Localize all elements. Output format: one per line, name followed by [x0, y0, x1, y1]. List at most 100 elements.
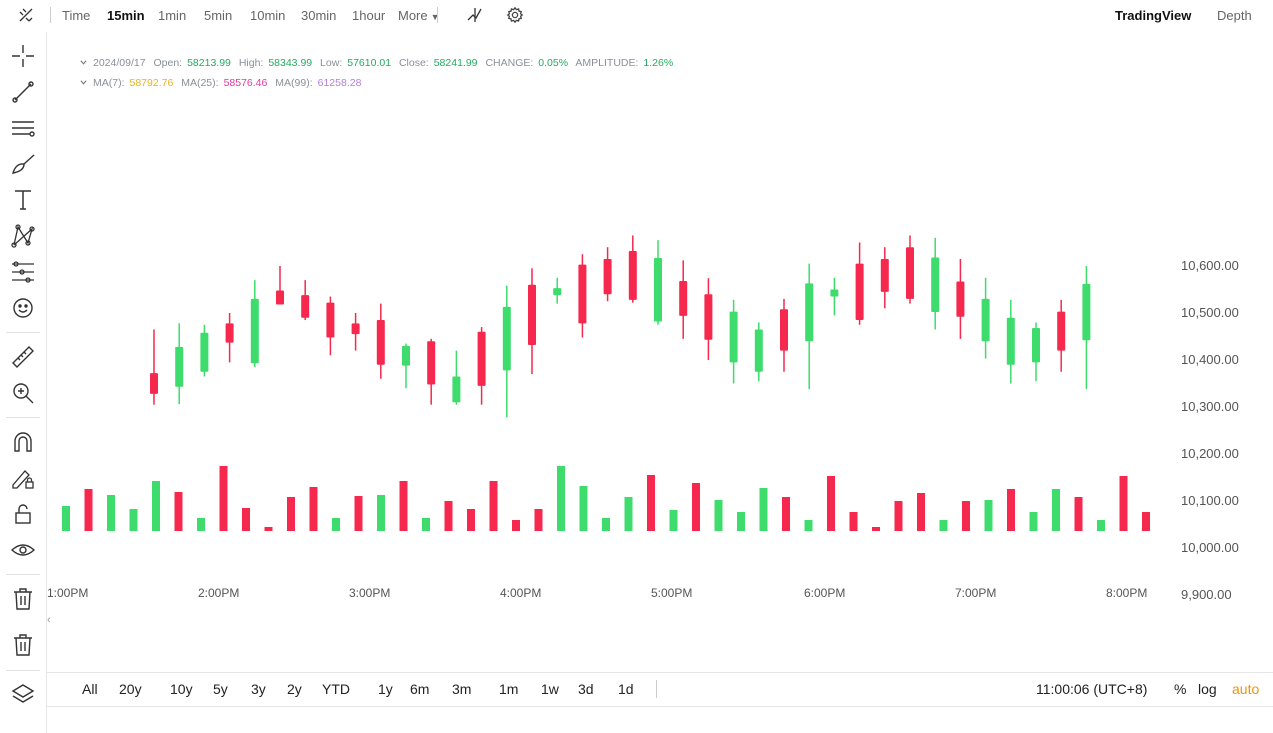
- toolbar-divider: [6, 417, 40, 418]
- interval-15min[interactable]: 15min: [107, 8, 145, 23]
- candle-body[interactable]: [301, 295, 310, 318]
- range-ytd[interactable]: YTD: [322, 681, 350, 697]
- settings-gear-icon[interactable]: [506, 6, 524, 24]
- volume-bar: [557, 466, 565, 531]
- brush-icon[interactable]: [10, 151, 36, 177]
- visibility-eye-icon[interactable]: [10, 537, 36, 563]
- range-20y[interactable]: 20y: [119, 681, 142, 697]
- candle-body[interactable]: [906, 247, 914, 299]
- range-5y[interactable]: 5y: [213, 681, 228, 697]
- candle-body[interactable]: [427, 341, 436, 385]
- collapse-panel-chevron-icon[interactable]: ‹: [47, 614, 51, 626]
- candle-body[interactable]: [528, 284, 536, 345]
- interval-10min[interactable]: 10min: [250, 8, 286, 23]
- text-tool-icon[interactable]: [10, 187, 36, 213]
- range-10y[interactable]: 10y: [170, 681, 193, 697]
- emoji-icon[interactable]: [10, 295, 36, 321]
- depth-tab[interactable]: Depth: [1217, 8, 1252, 23]
- range-3d[interactable]: 3d: [578, 681, 594, 697]
- range-1m[interactable]: 1m: [499, 681, 519, 697]
- delete-all-trash-icon[interactable]: [10, 632, 36, 658]
- volume-bar: [782, 497, 790, 531]
- candle-body[interactable]: [578, 264, 587, 324]
- interval-5min[interactable]: 5min: [204, 8, 233, 23]
- candle-body[interactable]: [175, 346, 184, 387]
- interval-30min[interactable]: 30min: [301, 8, 337, 23]
- volume-bar: [1007, 489, 1015, 531]
- more-intervals-button[interactable]: More ▼: [398, 8, 440, 23]
- volume-bar: [939, 520, 948, 531]
- range-1w[interactable]: 1w: [541, 681, 559, 697]
- candle-body[interactable]: [729, 311, 738, 363]
- interval-1hour[interactable]: 1hour: [352, 8, 386, 23]
- range-3m[interactable]: 3m: [452, 681, 472, 697]
- range-6m[interactable]: 6m: [410, 681, 430, 697]
- candle-body[interactable]: [628, 250, 637, 300]
- log-scale-toggle[interactable]: log: [1198, 681, 1217, 697]
- layers-icon[interactable]: [10, 682, 36, 708]
- range-all[interactable]: All: [82, 681, 98, 697]
- candle-body[interactable]: [704, 294, 713, 340]
- candle-body[interactable]: [654, 258, 662, 322]
- auto-scale-toggle[interactable]: auto: [1232, 681, 1260, 697]
- candle-body[interactable]: [250, 298, 259, 364]
- candle-body[interactable]: [553, 288, 562, 296]
- candle-body[interactable]: [200, 332, 209, 372]
- candle-body[interactable]: [1082, 283, 1091, 341]
- open-label: Open:: [153, 57, 183, 69]
- range-2y[interactable]: 2y: [287, 681, 302, 697]
- percent-scale-toggle[interactable]: %: [1174, 681, 1187, 697]
- delete-trash-icon[interactable]: [10, 586, 36, 612]
- interval-1min[interactable]: 1min: [158, 8, 187, 23]
- collapse-chevron-icon[interactable]: [80, 79, 87, 86]
- candle-body[interactable]: [351, 323, 360, 335]
- candle-body[interactable]: [502, 306, 511, 371]
- volume-bar: [1029, 512, 1038, 531]
- crosshair-icon[interactable]: [10, 43, 36, 69]
- trend-line-icon[interactable]: [10, 79, 36, 105]
- range-1d[interactable]: 1d: [618, 681, 634, 697]
- candle-body[interactable]: [150, 373, 158, 394]
- candle-body[interactable]: [452, 376, 461, 403]
- candle-body[interactable]: [754, 329, 763, 372]
- pattern-tool-icon[interactable]: [10, 223, 36, 249]
- candle-body[interactable]: [1032, 328, 1040, 363]
- candle-body[interactable]: [376, 320, 385, 365]
- volume-bar: [489, 481, 498, 531]
- candle-body[interactable]: [679, 281, 688, 316]
- range-3y[interactable]: 3y: [251, 681, 266, 697]
- fib-retracement-icon[interactable]: [10, 259, 36, 285]
- candle-body[interactable]: [402, 345, 410, 366]
- collapse-chevron-icon[interactable]: [80, 59, 87, 66]
- candle-body[interactable]: [855, 263, 864, 321]
- tradingview-tab[interactable]: TradingView: [1115, 8, 1192, 23]
- candle-body[interactable]: [931, 257, 940, 313]
- lock-icon[interactable]: [10, 501, 36, 527]
- zoom-in-icon[interactable]: [10, 380, 36, 406]
- candle-body[interactable]: [956, 281, 965, 317]
- candle-body[interactable]: [805, 283, 814, 342]
- candle-body[interactable]: [1057, 311, 1066, 351]
- candle-body[interactable]: [603, 258, 612, 295]
- ma99-label: MA(99):: [275, 77, 313, 89]
- candle-body[interactable]: [981, 298, 990, 342]
- candle-body[interactable]: [477, 331, 486, 386]
- range-1y[interactable]: 1y: [378, 681, 393, 697]
- candle-body[interactable]: [1006, 317, 1015, 365]
- candle-body[interactable]: [276, 290, 284, 305]
- candle-body[interactable]: [830, 289, 839, 297]
- candle-body[interactable]: [880, 258, 889, 292]
- horizontal-lines-icon[interactable]: [10, 115, 36, 141]
- drawing-lock-icon[interactable]: [10, 465, 36, 491]
- drawing-tools-toggle-icon[interactable]: [17, 6, 35, 24]
- interval-time[interactable]: Time: [62, 8, 91, 23]
- y-axis-tick-label: 10,200.00: [1181, 446, 1239, 461]
- indicator-icon[interactable]: [466, 6, 484, 24]
- magnet-icon[interactable]: [10, 429, 36, 455]
- candle-body[interactable]: [780, 309, 788, 351]
- ruler-icon[interactable]: [10, 344, 36, 370]
- candle-body[interactable]: [225, 323, 234, 343]
- candle-body[interactable]: [326, 302, 335, 338]
- volume-bar: [62, 506, 70, 531]
